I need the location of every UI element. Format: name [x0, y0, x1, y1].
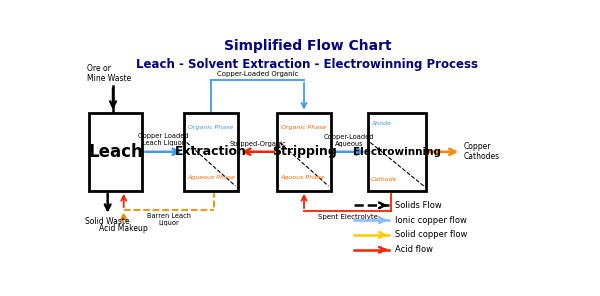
Text: Acid Makeup: Acid Makeup: [100, 223, 148, 233]
Text: Solid Waste: Solid Waste: [85, 217, 130, 226]
Text: Organic Phase: Organic Phase: [281, 125, 326, 130]
Text: Leach: Leach: [88, 143, 143, 161]
FancyBboxPatch shape: [184, 113, 238, 191]
FancyBboxPatch shape: [89, 113, 142, 191]
FancyBboxPatch shape: [277, 113, 331, 191]
Text: Stripped-Organic: Stripped-Organic: [229, 141, 286, 147]
Text: Leach - Solvent Extraction - Electrowinning Process: Leach - Solvent Extraction - Electrowinn…: [137, 58, 479, 71]
Text: Extraction: Extraction: [175, 145, 247, 158]
Text: Organic Phase: Organic Phase: [188, 125, 233, 130]
Text: Acid flow: Acid flow: [395, 245, 433, 254]
FancyBboxPatch shape: [368, 113, 426, 191]
Text: Anode: Anode: [371, 121, 391, 126]
Text: Barren Leach
Liquor: Barren Leach Liquor: [146, 213, 191, 226]
Text: Copper
Cathodes: Copper Cathodes: [463, 142, 499, 161]
Text: Stripping: Stripping: [272, 145, 337, 158]
Text: Copper-Loaded Organic: Copper-Loaded Organic: [217, 71, 298, 77]
Text: Aquous Phase: Aquous Phase: [281, 175, 325, 180]
Text: Copper Loaded
Leach Liquor: Copper Loaded Leach Liquor: [138, 133, 188, 146]
Text: Spent Electrolyte: Spent Electrolyte: [317, 214, 377, 221]
Text: Ore or
Mine Waste: Ore or Mine Waste: [88, 64, 131, 83]
Text: Electrowinning: Electrowinning: [353, 147, 441, 157]
Text: Simplified Flow Chart: Simplified Flow Chart: [224, 39, 391, 53]
Text: Solid copper flow: Solid copper flow: [395, 231, 467, 239]
Text: Copper-Loaded
Aqueous: Copper-Loaded Aqueous: [324, 134, 374, 147]
Text: Aqueous Phase: Aqueous Phase: [188, 175, 236, 180]
Text: Cathode: Cathode: [371, 177, 398, 182]
Text: Ionic copper flow: Ionic copper flow: [395, 215, 467, 225]
Text: Solids Flow: Solids Flow: [395, 201, 442, 210]
